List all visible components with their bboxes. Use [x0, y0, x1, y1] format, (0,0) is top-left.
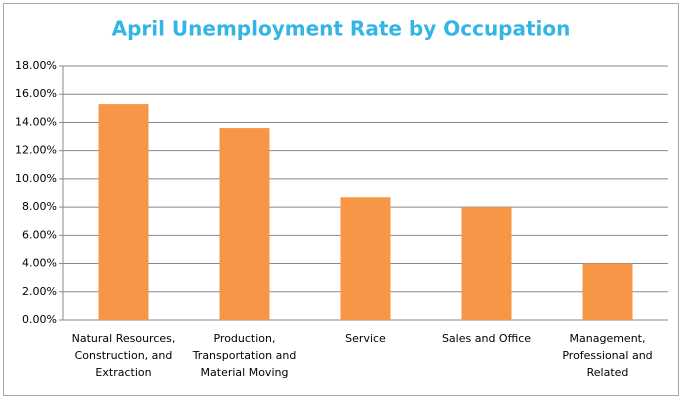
- bar: [98, 104, 149, 320]
- y-tick-label: 16.00%: [15, 87, 57, 100]
- y-tick-label: 18.00%: [15, 59, 57, 72]
- x-tick-label: Production, Transportation and Material …: [192, 332, 297, 379]
- y-tick-label: 8.00%: [22, 200, 57, 213]
- x-tick-label: Service: [345, 332, 386, 345]
- bar: [582, 263, 633, 320]
- x-tick-label: Management, Professional and Related: [562, 332, 653, 379]
- y-tick-label: 4.00%: [22, 257, 57, 270]
- y-tick-label: 10.00%: [15, 172, 57, 185]
- y-tick-label: 14.00%: [15, 115, 57, 128]
- y-tick-label: 2.00%: [22, 285, 57, 298]
- bar: [461, 207, 512, 320]
- y-tick-label: 0.00%: [22, 313, 57, 326]
- x-tick-label: Sales and Office: [441, 332, 532, 345]
- y-tick-label: 6.00%: [22, 228, 57, 241]
- chart-title: April Unemployment Rate by Occupation: [112, 17, 571, 41]
- y-tick-label: 12.00%: [15, 144, 57, 157]
- bar: [340, 197, 391, 320]
- x-tick-label: Natural Resources, Construction, and Ext…: [71, 332, 176, 379]
- bar: [219, 128, 270, 320]
